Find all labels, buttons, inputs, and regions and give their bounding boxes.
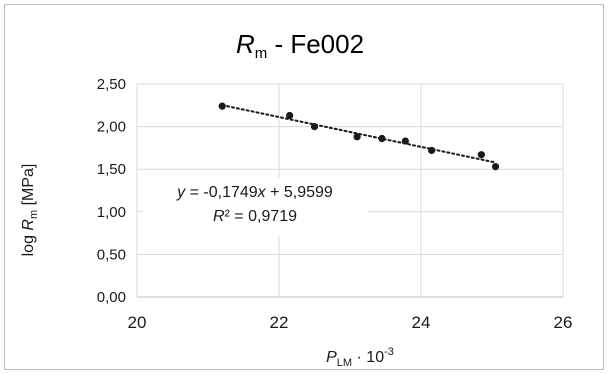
eq-mid: = -0,1749 bbox=[185, 184, 258, 201]
trend-equation: y = -0,1749x + 5,9599 bbox=[176, 184, 333, 201]
y-tick-label: 0,50 bbox=[97, 246, 126, 263]
title-main: R bbox=[236, 29, 255, 59]
x-tick-labels: 20 22 24 26 bbox=[128, 313, 573, 332]
y-tick-label: 2,50 bbox=[97, 76, 126, 93]
xlabel-rest: · 10 bbox=[352, 349, 384, 366]
data-point bbox=[477, 151, 485, 159]
equation-background bbox=[143, 178, 368, 236]
eq-post: + 5,9599 bbox=[266, 184, 333, 201]
title-rest: - Fe002 bbox=[267, 29, 364, 59]
xlabel-main: P bbox=[326, 349, 337, 366]
x-tick-label: 26 bbox=[554, 313, 573, 332]
eq-x: x bbox=[257, 184, 267, 201]
xlabel-sup: -3 bbox=[384, 346, 394, 358]
data-point bbox=[353, 133, 361, 141]
ylabel-prefix: log bbox=[20, 231, 37, 257]
ylabel-sub: m bbox=[28, 210, 40, 219]
y-tick-labels: 0,00 0,50 1,00 1,50 2,00 2,50 bbox=[97, 76, 126, 306]
trend-r2: R² = 0,9719 bbox=[213, 208, 297, 225]
x-axis-label: PLM · 10-3 bbox=[326, 346, 394, 369]
y-tick-label: 1,00 bbox=[97, 204, 126, 221]
eq-y: y bbox=[176, 184, 186, 201]
y-tick-label: 2,00 bbox=[97, 119, 126, 136]
data-points bbox=[218, 102, 500, 171]
data-point bbox=[401, 137, 409, 145]
x-tick-label: 20 bbox=[128, 313, 147, 332]
x-tick-label: 22 bbox=[270, 313, 289, 332]
data-point bbox=[428, 146, 436, 155]
chart-title: Rm - Fe002 bbox=[236, 29, 364, 62]
ylabel-main: R bbox=[20, 219, 37, 231]
data-point bbox=[310, 123, 319, 131]
y-tick-label: 0,00 bbox=[97, 289, 126, 306]
data-point bbox=[286, 111, 294, 120]
r2-post: ² = 0,9719 bbox=[225, 208, 298, 225]
grid-lines bbox=[136, 83, 564, 298]
x-tick-label: 24 bbox=[412, 313, 431, 332]
data-point bbox=[378, 134, 386, 143]
y-axis-label: log Rm [MPa] bbox=[20, 164, 40, 257]
xlabel-sub: LM bbox=[337, 357, 352, 369]
r2-var: R bbox=[213, 208, 225, 225]
data-point bbox=[218, 102, 226, 110]
title-sub: m bbox=[255, 45, 268, 62]
y-tick-label: 1,50 bbox=[97, 161, 126, 178]
ylabel-rest: [MPa] bbox=[20, 164, 37, 210]
data-point bbox=[491, 163, 500, 171]
